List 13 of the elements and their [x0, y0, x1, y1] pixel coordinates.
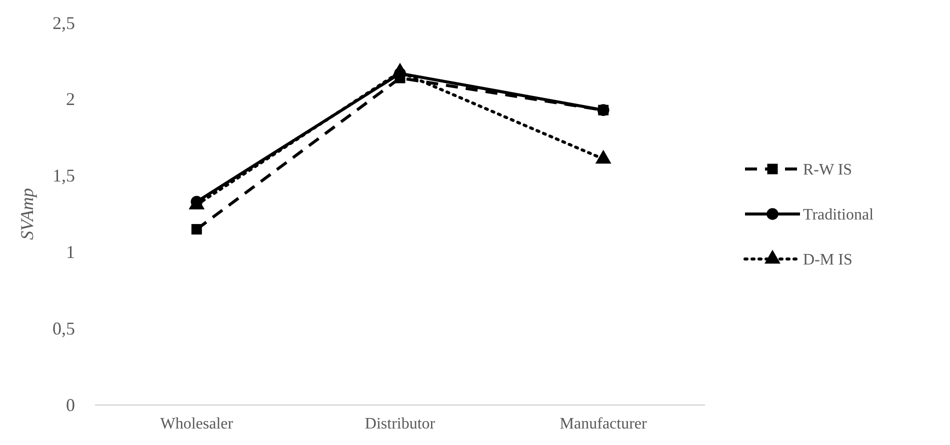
- x-tick-label: Distributor: [364, 415, 436, 432]
- legend-label: D-M IS: [803, 252, 852, 269]
- legend-label: R-W IS: [803, 162, 852, 179]
- x-tick-label: Manufacturer: [560, 415, 648, 432]
- y-axis-title: SVAmp: [17, 188, 37, 240]
- y-tick-label: 1: [66, 242, 75, 262]
- y-tick-label: 1,5: [52, 166, 75, 186]
- y-tick-label: 0: [66, 394, 75, 415]
- x-tick-label: Wholesaler: [160, 415, 234, 432]
- y-tick-label: 2,5: [52, 12, 75, 33]
- y-tick-label: 0,5: [52, 318, 75, 338]
- y-tick-label: 2: [66, 89, 75, 110]
- legend-label: Traditional: [803, 206, 874, 224]
